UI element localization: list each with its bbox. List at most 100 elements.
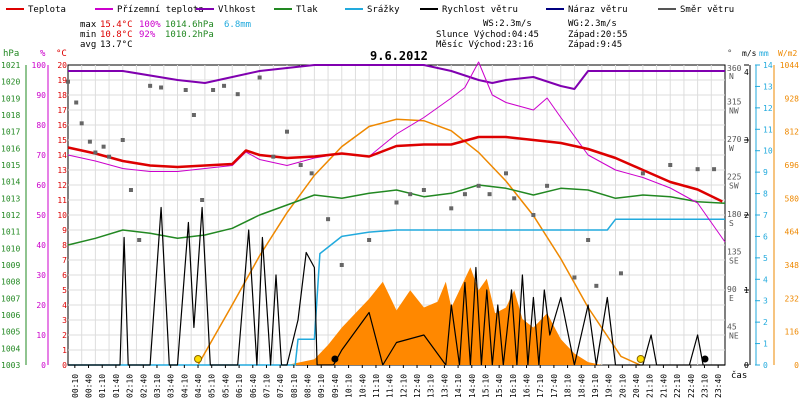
x-tick-label: 04:10 <box>180 374 189 398</box>
axis-tick-pct: 50 <box>36 211 46 220</box>
axis-tick-mm: 6 <box>763 232 768 241</box>
axis-tick-hpa: 1014 <box>1 178 20 187</box>
x-tick-label: 08:40 <box>304 374 313 398</box>
axis-tick-ms: 1 <box>744 286 749 295</box>
axis-tick-mm: 14 <box>763 61 773 70</box>
sunset-marker <box>636 355 645 363</box>
axis-tick-degc: 4 <box>62 301 67 310</box>
axis-tick-mm: 9 <box>763 168 768 177</box>
axis-tick-hpa: 1019 <box>1 94 20 103</box>
x-tick-label: 08:10 <box>290 374 299 398</box>
x-tick-label: 09:10 <box>317 374 326 398</box>
x-tick-label: 02:10 <box>126 374 135 398</box>
temperature-line <box>67 135 723 203</box>
axis-tick-mm: 5 <box>763 254 768 263</box>
wind-direction-point <box>449 206 454 211</box>
moonset-marker <box>331 355 339 363</box>
info-moon: Měsíc Východ:23:16 <box>436 40 534 50</box>
x-tick-label: 22:40 <box>687 374 696 398</box>
axis-tick-wm2: 812 <box>785 128 800 137</box>
x-tick-label: 18:10 <box>564 374 573 398</box>
wind-direction-point <box>531 213 536 217</box>
axis-tick-hpa: 1018 <box>1 111 20 120</box>
sun-elevation-line <box>197 118 641 366</box>
axis-tick-degc: 2 <box>62 331 67 340</box>
wind-direction-point <box>159 85 164 90</box>
astro-info: WS:2.3m/s WG:2.3m/s Slunce Východ:04:45 … <box>436 19 628 50</box>
wind-direction-point <box>235 92 240 97</box>
info-sun: Slunce Východ:04:45 <box>436 30 539 40</box>
axis-tick-hpa: 1020 <box>1 78 20 87</box>
axis-tick-pct: 80 <box>36 121 46 130</box>
wind-direction-point <box>87 139 92 144</box>
axis-tick-mm: 2 <box>763 318 768 327</box>
x-tick-label: 20:40 <box>632 374 641 398</box>
axis-tick-degc: 12 <box>57 181 67 190</box>
stat-avg-temp: 13.7°C <box>100 40 133 50</box>
wind-direction-point <box>79 121 84 126</box>
wind-direction-point <box>200 198 205 202</box>
axis-tick-deg-dir: NW <box>729 107 739 116</box>
wind-direction-point <box>545 183 550 188</box>
axis-tick-wm2: 1044 <box>780 61 799 70</box>
axis-tick-degc: 13 <box>57 166 67 175</box>
x-tick-label: 05:10 <box>208 374 217 398</box>
rain-line <box>68 218 725 366</box>
axis-tick-hpa: 1011 <box>1 228 20 237</box>
wind-direction-point <box>618 271 623 276</box>
axis-tick-pct: 100 <box>32 61 47 70</box>
stat-min-press: 1010.2hPa <box>165 30 214 40</box>
axis-tick-mm: 3 <box>763 297 768 306</box>
axis-tick-pct: 0 <box>41 361 46 370</box>
x-tick-label: 16:10 <box>509 374 518 398</box>
legend-item: Přízemní teplota <box>95 5 204 15</box>
axis-tick-degc: 11 <box>57 196 67 205</box>
x-tick-label: 20:10 <box>618 374 627 398</box>
wind-direction-point <box>421 188 426 192</box>
axis-tick-ms: 3 <box>744 136 749 145</box>
axis-tick-wm2: 0 <box>794 361 799 370</box>
axis-tick-hpa: 1012 <box>1 211 20 220</box>
axis-tick-wm2: 580 <box>785 194 800 203</box>
wind-direction-point <box>137 238 142 242</box>
x-tick-label: 19:40 <box>605 374 614 398</box>
axis-tick-deg-dir: SW <box>729 182 739 191</box>
x-tick-label: 17:10 <box>536 374 545 398</box>
axis-tick-degc: 3 <box>62 316 67 325</box>
x-tick-label: 01:10 <box>98 374 107 398</box>
x-tick-label: 03:10 <box>153 374 162 398</box>
humidity-line <box>68 64 725 90</box>
x-tick-label: 00:40 <box>85 374 94 398</box>
x-tick-label: 01:40 <box>112 374 121 398</box>
x-tick-label: 22:10 <box>673 374 682 398</box>
wind-direction-point <box>695 167 700 172</box>
axis-tick-mm: 12 <box>763 104 773 113</box>
legend-item: Teplota <box>6 5 66 15</box>
wind-direction-point <box>191 113 196 117</box>
legend-label: Náraz větru <box>568 5 628 15</box>
axis-tick-deg: 270 <box>727 135 742 144</box>
axis-tick-mm: 13 <box>763 82 773 91</box>
series-layer <box>66 61 726 366</box>
wind-direction-point <box>74 100 79 105</box>
wind-direction-point <box>148 83 153 88</box>
x-tick-label: 15:40 <box>495 374 504 398</box>
legend-item: Vlhkost <box>196 5 256 15</box>
x-tick-label: 13:40 <box>440 374 449 398</box>
wind-direction-point <box>367 238 372 242</box>
axis-tick-hpa: 1010 <box>1 244 20 253</box>
info-moonset: Západ:9:45 <box>568 40 622 50</box>
axis-tick-degc: 20 <box>57 61 67 70</box>
axis-tick-degc: 1 <box>62 346 67 355</box>
axis-tick-pct: 70 <box>36 151 46 160</box>
axis-title-degc: °C <box>56 49 67 59</box>
axis-title-mm: mm <box>759 49 769 58</box>
wind-direction-point <box>594 283 599 288</box>
axis-tick-deg-dir: NE <box>729 332 739 341</box>
x-tick-label: 23:10 <box>700 374 709 398</box>
wind-direction-point <box>712 167 717 172</box>
stat-min-label: min <box>80 30 96 40</box>
sunrise-marker <box>194 355 203 363</box>
axis-tick-degc: 6 <box>62 271 67 280</box>
legend-label: Rychlost větru <box>442 5 518 15</box>
